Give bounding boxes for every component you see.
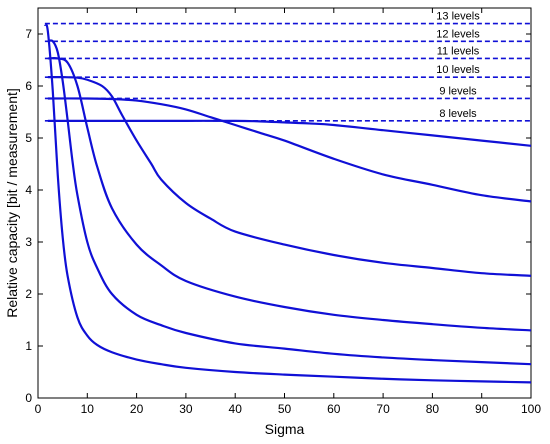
x-tick-label: 20 [130, 402, 144, 416]
x-tick-label: 80 [426, 402, 440, 416]
y-tick-label: 2 [25, 287, 32, 301]
x-tick-label: 10 [81, 402, 95, 416]
series-line [47, 119, 532, 147]
reference-line-label: 8 levels [439, 108, 477, 120]
reference-line-label: 12 levels [436, 28, 480, 40]
x-tick-label: 70 [376, 402, 390, 416]
y-tick-label: 4 [25, 183, 32, 197]
series-lines [43, 23, 532, 384]
y-tick-label: 5 [25, 131, 32, 145]
series-line [47, 39, 532, 366]
series-line [47, 97, 532, 203]
y-tick-label: 6 [25, 79, 32, 93]
x-tick-label: 100 [521, 402, 541, 416]
series-line [47, 76, 532, 277]
x-tick-label: 90 [475, 402, 489, 416]
y-tick-label: 3 [25, 235, 32, 249]
series-line [43, 23, 532, 384]
y-tick-label: 0 [25, 391, 32, 405]
reference-line-label: 10 levels [436, 64, 480, 76]
x-tick-label: 30 [179, 402, 193, 416]
x-tick-label: 40 [229, 402, 243, 416]
y-tick-label: 1 [25, 339, 32, 353]
x-tick-label: 0 [35, 402, 42, 416]
x-tick-label: 60 [327, 402, 341, 416]
reference-line-label: 13 levels [436, 11, 480, 23]
reference-line-label: 9 levels [439, 85, 477, 97]
x-axis-title: Sigma [265, 421, 305, 437]
y-axis-title: Relative capacity [bit / measurement] [4, 88, 20, 318]
reference-lines: 13 levels 12 levels 11 levels 10 levels 9 le… [44, 11, 531, 122]
y-axis-ticks: 0 1 2 3 4 5 6 7 [25, 27, 531, 405]
y-tick-label: 7 [25, 27, 32, 41]
reference-line-label: 11 levels [437, 45, 480, 57]
x-axis-ticks: 0 10 20 30 40 50 60 70 80 90 100 [35, 8, 541, 416]
x-tick-label: 50 [278, 402, 292, 416]
